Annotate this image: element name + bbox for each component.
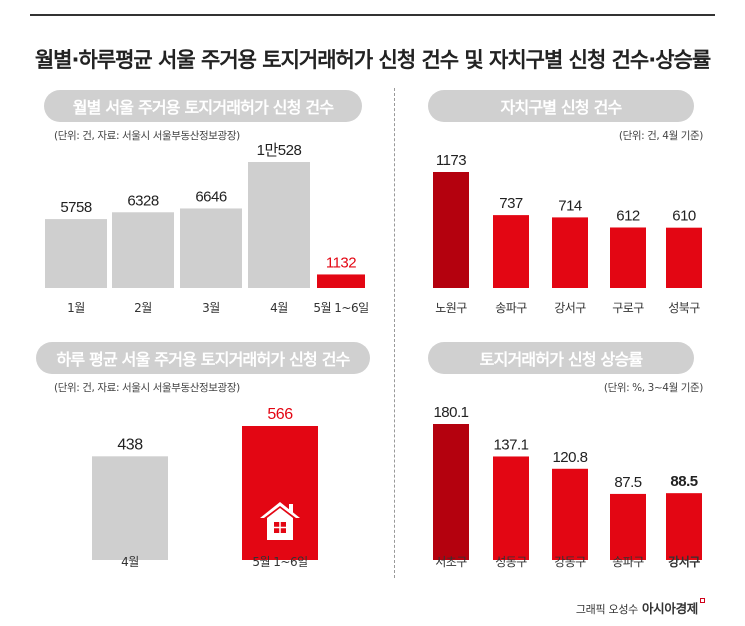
district-value-label-1: 737 [499,195,523,212]
main-title: 월별·하루평균 서울 주거용 토지거래허가 신청 건수 및 자치구별 신청 건수… [34,48,711,72]
district-category-label-1: 송파구 [495,301,527,315]
pill-rate-title: 토지거래허가 신청 상승률 [428,342,694,374]
rate-value-label-4: 88.5 [670,473,697,490]
monthly-bar-1 [112,212,174,288]
monthly-category-label-3: 4월 [270,301,288,315]
monthly-bar-0 [45,219,107,288]
unit-daily: (단위: 건, 자료: 서울시 서울부동산정보광장) [54,382,240,394]
credit-prefix: 그래픽 오성수 [575,603,638,616]
rate-bar-1 [493,456,529,560]
unit-monthly: (단위: 건, 자료: 서울시 서울부동산정보광장) [54,130,240,142]
monthly-bar-4 [317,274,365,288]
rate-category-label-0: 서초구 [435,555,467,569]
district-category-label-2: 강서구 [554,301,586,315]
district-value-label-0: 1173 [436,152,466,169]
district-bar-0 [433,172,469,288]
daily-category-label-0: 4월 [121,555,139,569]
unit-district: (단위: 건, 4월 기준) [618,130,704,142]
monthly-value-label-3: 1만528 [257,142,302,159]
district-bar-2 [552,217,588,288]
rate-category-label-2: 강동구 [554,555,586,569]
house-icon [260,502,300,540]
pill-daily-title: 하루 평균 서울 주거용 토지거래허가 신청 건수 [36,342,370,374]
rate-chart: 180.1 서초구 137.1 성동구 120.8 강동구 87.5 송파구 88.5 강서구 [424,392,710,572]
district-svg: 1173 노원구 737 송파구 714 강서구 612 구로구 610 성북구 [433,152,702,315]
credit: 그래픽 오성수 아시아경제 [576,598,705,617]
rate-bar-0 [433,424,469,560]
daily-svg: 438 4월 566 5월 1~6일 [92,406,318,569]
rate-bar-3 [610,493,646,560]
district-bar-4 [666,227,702,288]
district-chart: 1173 노원구 737 송파구 714 강서구 612 구로구 610 성북구 [424,140,710,320]
rate-bar-4 [666,493,702,560]
monthly-category-label-0: 1월 [67,301,85,315]
pill-district-title: 자치구별 신청 건수 [428,90,694,122]
rate-category-label-3: 송파구 [612,555,644,569]
rate-svg: 180.1 서초구 137.1 성동구 120.8 강동구 87.5 송파구 88.5 강서구 [433,404,702,569]
district-category-label-4: 성북구 [668,301,700,315]
rate-bar-2 [552,468,588,560]
monthly-bar-3 [248,162,310,288]
daily-bar-0 [92,456,168,560]
monthly-svg: 5758 1월 6328 2월 6646 3월 1만528 4월 1132 5월 1~6일 [45,142,369,315]
district-category-label-3: 구로구 [612,301,644,315]
monthly-value-label-1: 6328 [127,192,159,209]
monthly-chart: 5758 1월 6328 2월 6646 3월 1만528 4월 1132 5월 1~6일 [38,140,369,320]
pill-monthly-title: 월별 서울 주거용 토지거래허가 신청 건수 [44,90,362,122]
unit-rate: (단위: %, 3~4월 기준) [603,382,704,394]
rate-value-label-1: 137.1 [493,436,528,453]
district-bar-1 [493,215,529,288]
district-value-label-4: 610 [672,208,696,225]
district-value-label-2: 714 [558,197,582,214]
top-rule [30,14,715,16]
monthly-value-label-0: 5758 [60,199,92,216]
daily-value-label-0: 438 [117,436,143,453]
district-bar-3 [610,227,646,288]
monthly-value-label-2: 6646 [195,188,227,205]
district-category-label-0: 노원구 [435,301,467,315]
monthly-value-label-4: 1132 [326,254,356,271]
monthly-category-label-2: 3월 [202,301,220,315]
rate-category-label-4: 강서구 [668,554,700,569]
rate-value-label-3: 87.5 [614,474,641,491]
monthly-category-label-1: 2월 [134,301,152,315]
rate-value-label-2: 120.8 [552,449,587,466]
monthly-bar-2 [180,208,242,288]
center-divider [394,88,395,578]
daily-chart: 438 4월 566 5월 1~6일 [38,392,368,572]
rate-category-label-1: 성동구 [495,555,527,569]
credit-brand: 아시아경제 [641,601,698,616]
daily-category-label-1: 5월 1~6일 [252,555,307,569]
brand-mark [700,598,705,603]
daily-value-label-1: 566 [267,406,293,423]
district-value-label-3: 612 [616,207,640,224]
rate-value-label-0: 180.1 [433,404,468,421]
monthly-category-label-4: 5월 1~6일 [313,301,368,315]
